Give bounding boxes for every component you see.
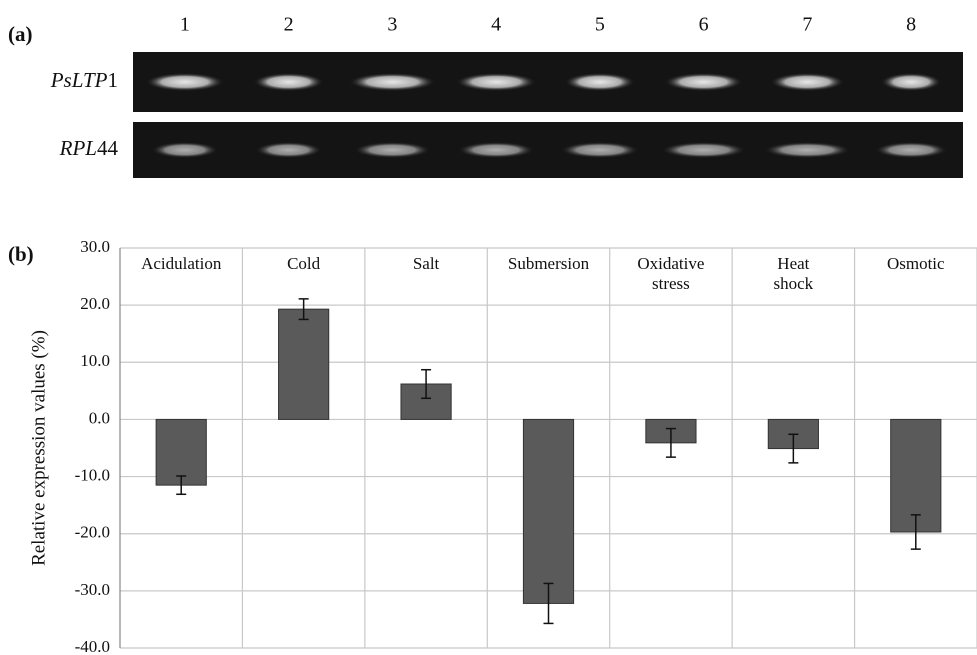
gel-band xyxy=(764,142,850,158)
category-label-box: Heat shock xyxy=(732,254,854,302)
lane-label: 5 xyxy=(595,14,605,36)
gel-band xyxy=(565,73,635,91)
y-tick-label: 0.0 xyxy=(89,408,110,427)
y-tick-label: 30.0 xyxy=(80,237,110,256)
lane-label: 3 xyxy=(387,14,397,36)
gel-band xyxy=(881,73,941,91)
category-label-box: Salt xyxy=(365,254,487,302)
category-label: Acidulation xyxy=(120,254,242,274)
y-tick-label: -20.0 xyxy=(75,523,110,542)
lane-label: 1 xyxy=(180,14,190,36)
y-tick-label: -40.0 xyxy=(75,637,110,655)
panel-label: (a) xyxy=(8,22,33,46)
category-label: Oxidative stress xyxy=(610,254,732,294)
lane-label: 2 xyxy=(284,14,294,36)
category-label-box: Acidulation xyxy=(120,254,242,302)
y-tick-label: -30.0 xyxy=(75,580,110,599)
gel-row-label-plain: 44 xyxy=(97,136,119,160)
figure: (a) (b) Relative expression values (%) 1… xyxy=(0,0,977,655)
gel-row-label-italic: RPL xyxy=(59,136,97,160)
gel-band xyxy=(665,73,743,91)
bar xyxy=(279,309,329,419)
gel-band xyxy=(146,73,224,91)
gel-band xyxy=(349,73,435,91)
category-label-box: Oxidative stress xyxy=(610,254,732,302)
category-label: Submersion xyxy=(487,254,609,274)
gel-band xyxy=(458,142,534,158)
lane-label: 8 xyxy=(906,14,916,36)
gel-band xyxy=(561,142,639,158)
gel-row-label-italic: PsLTP xyxy=(50,68,108,92)
lane-label: 6 xyxy=(699,14,709,36)
gel-row-label: PsLTP1 xyxy=(50,68,118,92)
gel-band xyxy=(254,73,324,91)
gel-band xyxy=(662,142,746,158)
gel-band xyxy=(152,142,218,158)
gel-band xyxy=(456,73,536,91)
y-axis-label: Relative expression values (%) xyxy=(28,330,49,566)
gel-band xyxy=(875,142,947,158)
page: {"chart_data": { "type": "bar", "gel": {… xyxy=(0,0,977,655)
y-tick-label: 10.0 xyxy=(80,351,110,370)
gel-band xyxy=(354,142,430,158)
bar xyxy=(523,419,573,603)
category-label-box: Submersion xyxy=(487,254,609,302)
category-label: Heat shock xyxy=(732,254,854,294)
y-tick-label: 20.0 xyxy=(80,294,110,313)
panel-label: (b) xyxy=(8,242,34,266)
gel-row-label-plain: 1 xyxy=(108,68,119,92)
category-label: Cold xyxy=(242,254,364,274)
y-tick-label: -10.0 xyxy=(75,465,110,484)
category-label-box: Cold xyxy=(242,254,364,302)
category-label: Salt xyxy=(365,254,487,274)
gel-band xyxy=(770,73,844,91)
lane-label: 4 xyxy=(491,14,501,36)
category-label: Osmotic xyxy=(855,254,977,274)
lane-label: 7 xyxy=(802,14,812,36)
gel-row-label: RPL44 xyxy=(59,136,119,160)
gel-band xyxy=(256,142,322,158)
category-label-box: Osmotic xyxy=(855,254,977,302)
